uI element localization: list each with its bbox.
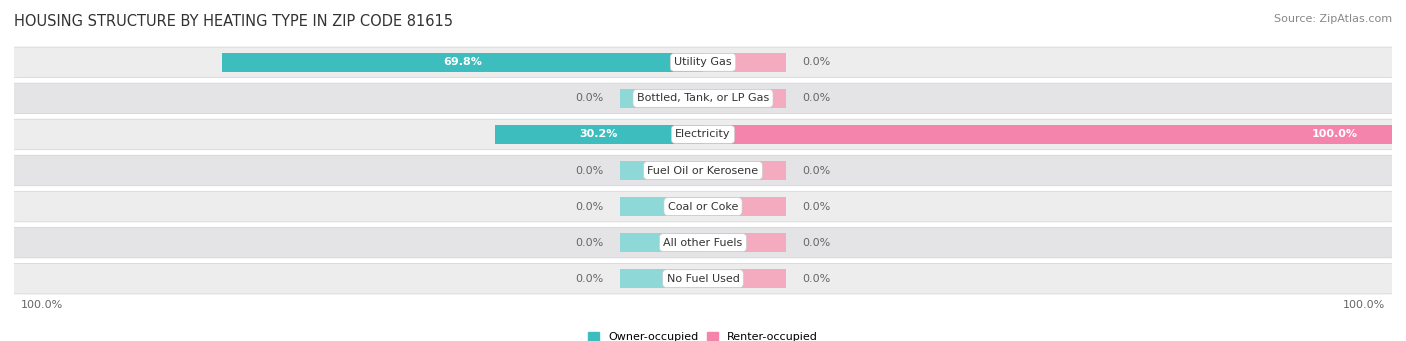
Text: Electricity: Electricity (675, 130, 731, 139)
Bar (620, 161, 703, 180)
Text: 0.0%: 0.0% (575, 165, 603, 176)
FancyBboxPatch shape (0, 119, 1406, 150)
Bar (703, 53, 786, 72)
Bar (620, 89, 703, 108)
Text: Utility Gas: Utility Gas (675, 57, 731, 68)
FancyBboxPatch shape (0, 191, 1406, 222)
Text: 100.0%: 100.0% (21, 300, 63, 310)
Bar (703, 161, 786, 180)
Bar (495, 125, 703, 144)
FancyBboxPatch shape (0, 47, 1406, 78)
Bar (703, 125, 1392, 144)
Text: 0.0%: 0.0% (575, 93, 603, 103)
Text: HOUSING STRUCTURE BY HEATING TYPE IN ZIP CODE 81615: HOUSING STRUCTURE BY HEATING TYPE IN ZIP… (14, 14, 453, 29)
Text: Fuel Oil or Kerosene: Fuel Oil or Kerosene (647, 165, 759, 176)
Text: 0.0%: 0.0% (803, 93, 831, 103)
Text: Source: ZipAtlas.com: Source: ZipAtlas.com (1274, 14, 1392, 24)
Text: No Fuel Used: No Fuel Used (666, 273, 740, 284)
Bar (620, 233, 703, 252)
Text: 0.0%: 0.0% (575, 238, 603, 248)
Text: 0.0%: 0.0% (803, 57, 831, 68)
Text: 100.0%: 100.0% (1343, 300, 1385, 310)
FancyBboxPatch shape (0, 83, 1406, 114)
Legend: Owner-occupied, Renter-occupied: Owner-occupied, Renter-occupied (583, 328, 823, 341)
Text: 100.0%: 100.0% (1312, 130, 1358, 139)
Bar (703, 197, 786, 216)
Bar (620, 269, 703, 288)
FancyBboxPatch shape (0, 227, 1406, 258)
Text: 0.0%: 0.0% (803, 202, 831, 211)
Bar (222, 53, 703, 72)
Text: 0.0%: 0.0% (803, 238, 831, 248)
Text: 0.0%: 0.0% (803, 273, 831, 284)
FancyBboxPatch shape (0, 263, 1406, 294)
FancyBboxPatch shape (0, 155, 1406, 186)
Bar (703, 233, 786, 252)
Text: Bottled, Tank, or LP Gas: Bottled, Tank, or LP Gas (637, 93, 769, 103)
Text: 30.2%: 30.2% (579, 130, 619, 139)
Bar (703, 89, 786, 108)
Text: 0.0%: 0.0% (575, 202, 603, 211)
Text: 0.0%: 0.0% (803, 165, 831, 176)
Bar (620, 197, 703, 216)
Text: 69.8%: 69.8% (443, 57, 482, 68)
Bar (703, 269, 786, 288)
Text: Coal or Coke: Coal or Coke (668, 202, 738, 211)
Text: 0.0%: 0.0% (575, 273, 603, 284)
Text: All other Fuels: All other Fuels (664, 238, 742, 248)
